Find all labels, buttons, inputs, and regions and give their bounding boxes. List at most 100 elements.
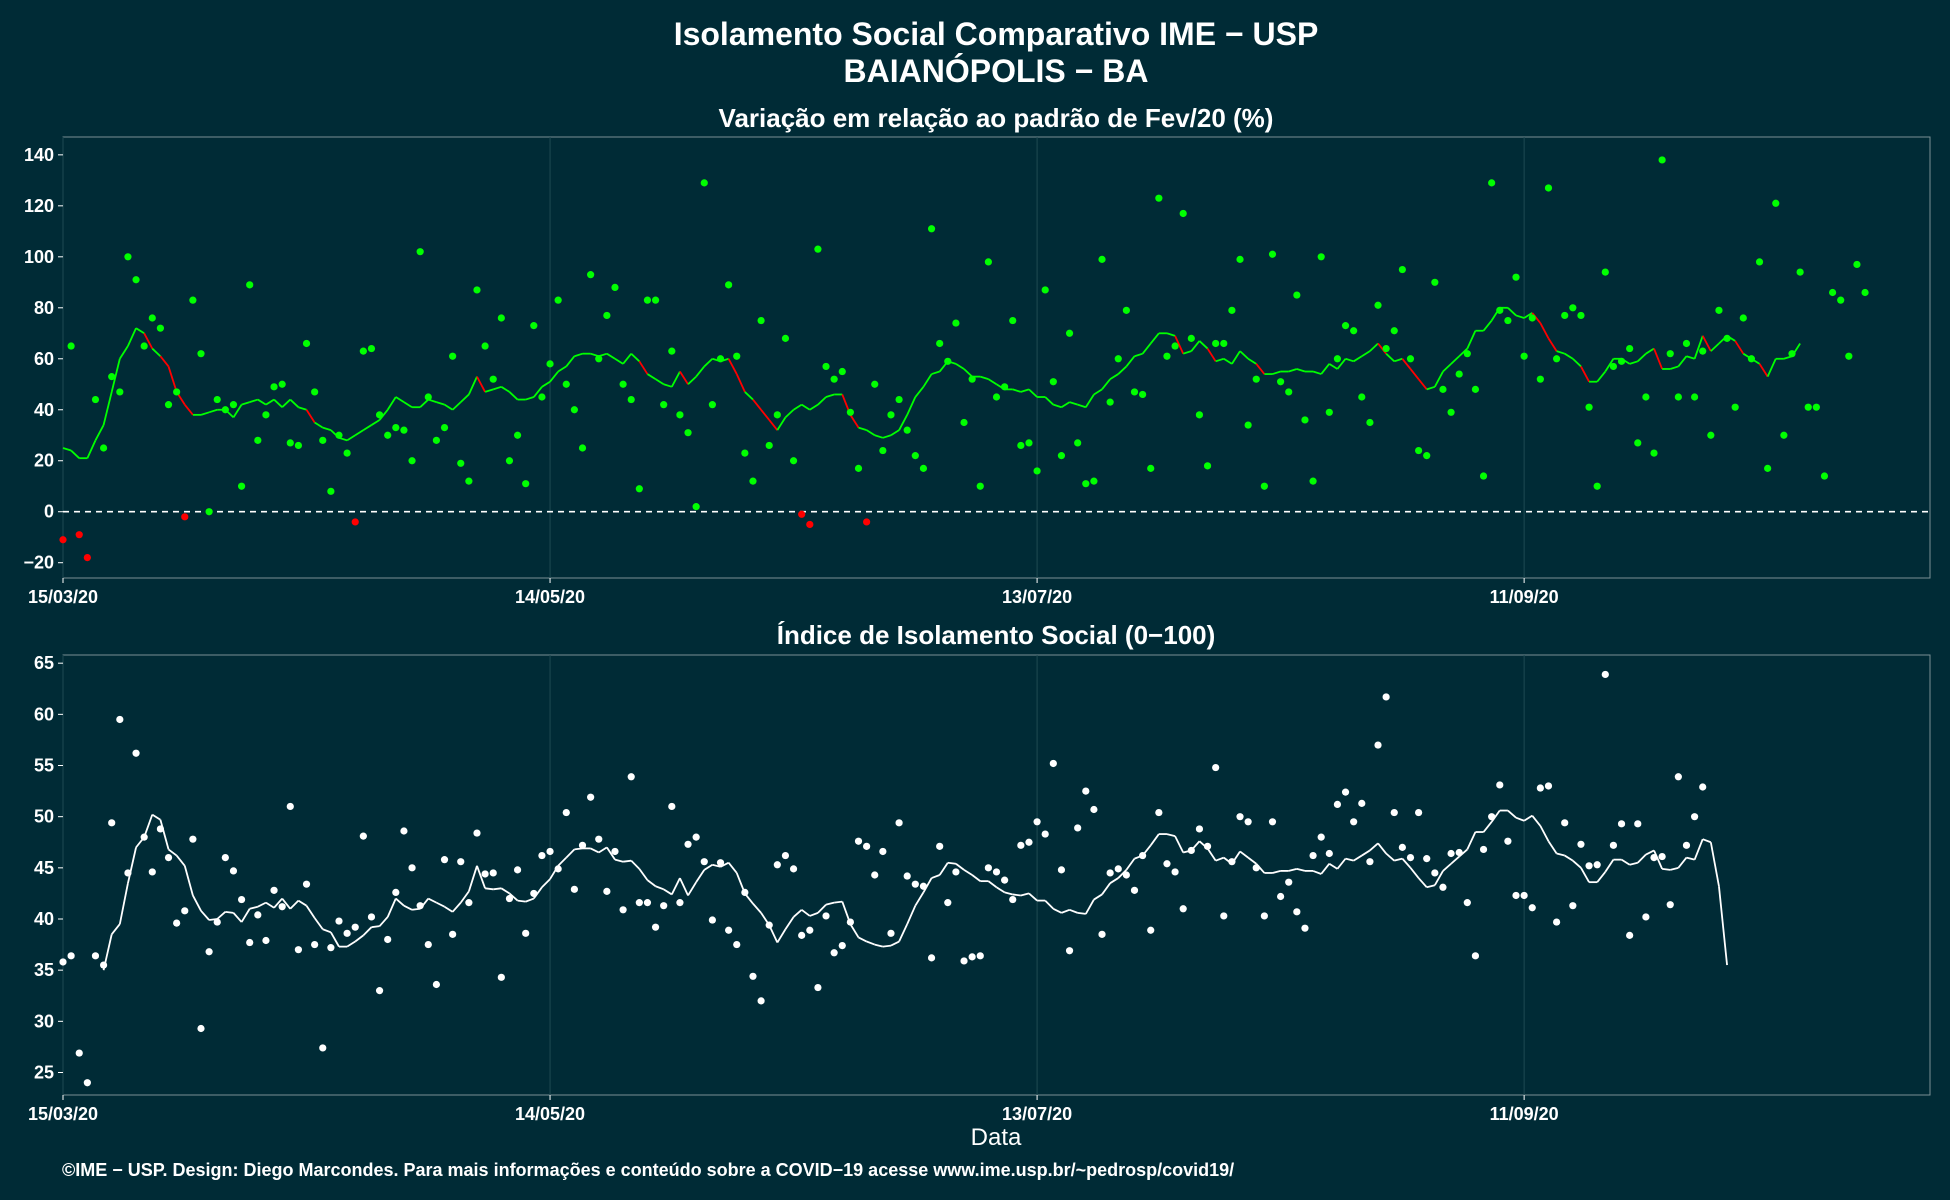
data-point bbox=[1236, 255, 1244, 263]
data-point bbox=[1220, 912, 1228, 920]
data-point bbox=[294, 441, 303, 450]
data-point bbox=[1820, 472, 1829, 480]
moving-average-segment bbox=[395, 897, 405, 907]
data-point bbox=[1236, 813, 1244, 821]
data-point bbox=[1398, 265, 1406, 274]
data-point bbox=[1350, 818, 1358, 826]
moving-average-segment bbox=[1320, 363, 1331, 375]
data-point bbox=[887, 411, 895, 419]
data-point bbox=[1455, 370, 1463, 378]
data-point bbox=[530, 322, 538, 330]
data-point bbox=[262, 936, 270, 945]
data-point bbox=[1041, 830, 1049, 838]
moving-average-segment bbox=[1206, 847, 1217, 862]
moving-average-segment bbox=[565, 355, 576, 367]
data-point bbox=[1520, 352, 1528, 360]
data-point bbox=[781, 334, 790, 342]
moving-average-segment bbox=[987, 880, 998, 888]
moving-average-segment bbox=[1653, 348, 1663, 370]
data-point bbox=[1049, 378, 1057, 386]
moving-average-segment bbox=[1077, 403, 1087, 409]
data-point bbox=[838, 367, 846, 376]
data-point bbox=[546, 847, 554, 856]
data-point bbox=[440, 856, 449, 864]
data-point bbox=[59, 536, 67, 544]
moving-average-segment bbox=[1580, 867, 1590, 883]
data-point bbox=[1528, 904, 1536, 912]
data-point bbox=[676, 411, 684, 419]
data-point bbox=[927, 954, 936, 962]
data-point bbox=[424, 940, 432, 949]
data-point bbox=[530, 889, 538, 898]
data-point bbox=[449, 930, 457, 938]
moving-average-segment bbox=[1345, 857, 1354, 862]
moving-average-segment bbox=[809, 403, 819, 411]
data-point bbox=[181, 513, 189, 521]
moving-average-segment bbox=[1677, 355, 1688, 367]
data-point bbox=[1009, 895, 1017, 904]
moving-average-segment bbox=[1417, 877, 1428, 888]
y-tick-label: −20 bbox=[23, 553, 54, 573]
moving-average-segment bbox=[403, 904, 413, 911]
moving-average-segment bbox=[890, 429, 900, 437]
data-point bbox=[1406, 854, 1415, 862]
moving-average-segment bbox=[452, 401, 462, 411]
data-point bbox=[1585, 403, 1593, 411]
moving-average-segment bbox=[630, 353, 640, 362]
data-point bbox=[838, 942, 846, 950]
moving-average-segment bbox=[784, 916, 795, 930]
data-point bbox=[465, 477, 473, 485]
moving-average-segment bbox=[679, 371, 689, 385]
moving-average-segment bbox=[1393, 357, 1403, 363]
moving-average-segment bbox=[525, 396, 535, 401]
moving-average-segment bbox=[646, 373, 657, 380]
data-point bbox=[505, 894, 514, 903]
data-point bbox=[1074, 439, 1082, 447]
y-tick-label: 60 bbox=[34, 349, 54, 369]
data-point bbox=[1090, 805, 1098, 814]
data-point bbox=[1244, 421, 1252, 429]
plot-area bbox=[62, 136, 1931, 579]
data-point bbox=[757, 316, 765, 325]
data-point bbox=[1812, 403, 1820, 411]
moving-average-segment bbox=[987, 378, 997, 386]
data-point bbox=[1609, 841, 1618, 849]
moving-average-segment bbox=[175, 854, 186, 867]
data-point bbox=[871, 871, 879, 879]
data-point bbox=[1593, 482, 1601, 490]
data-point bbox=[1163, 352, 1171, 360]
data-point bbox=[254, 436, 262, 444]
moving-average-segment bbox=[606, 352, 616, 360]
data-point bbox=[1374, 741, 1382, 749]
data-point bbox=[1682, 339, 1691, 348]
moving-average-segment bbox=[784, 409, 795, 419]
moving-average-segment bbox=[1134, 352, 1143, 358]
moving-average-segment bbox=[1190, 340, 1201, 352]
data-point bbox=[1179, 209, 1187, 218]
data-point bbox=[773, 411, 781, 419]
data-point bbox=[432, 980, 440, 989]
data-point bbox=[262, 411, 270, 419]
y-tick-label: 25 bbox=[34, 1062, 54, 1082]
moving-average-segment bbox=[622, 353, 632, 365]
moving-average-segment bbox=[386, 898, 397, 918]
data-point bbox=[927, 225, 936, 233]
data-point bbox=[173, 919, 181, 927]
moving-average-segment bbox=[1409, 368, 1420, 380]
data-point bbox=[773, 861, 781, 869]
moving-average-segment bbox=[1085, 393, 1095, 408]
moving-average-segment bbox=[1109, 373, 1119, 380]
data-point bbox=[578, 444, 587, 452]
data-point bbox=[554, 865, 562, 873]
moving-average-segment bbox=[216, 911, 226, 920]
moving-average-segment bbox=[143, 814, 154, 838]
data-point bbox=[546, 360, 554, 368]
moving-average-segment bbox=[1758, 363, 1769, 378]
data-point bbox=[1398, 843, 1406, 851]
data-point bbox=[1617, 820, 1626, 828]
moving-average-segment bbox=[151, 813, 161, 821]
moving-average-segment bbox=[1109, 877, 1119, 884]
x-tick-label: 15/03/20 bbox=[28, 587, 98, 607]
data-point bbox=[1536, 375, 1544, 383]
moving-average-segment bbox=[1637, 353, 1647, 362]
